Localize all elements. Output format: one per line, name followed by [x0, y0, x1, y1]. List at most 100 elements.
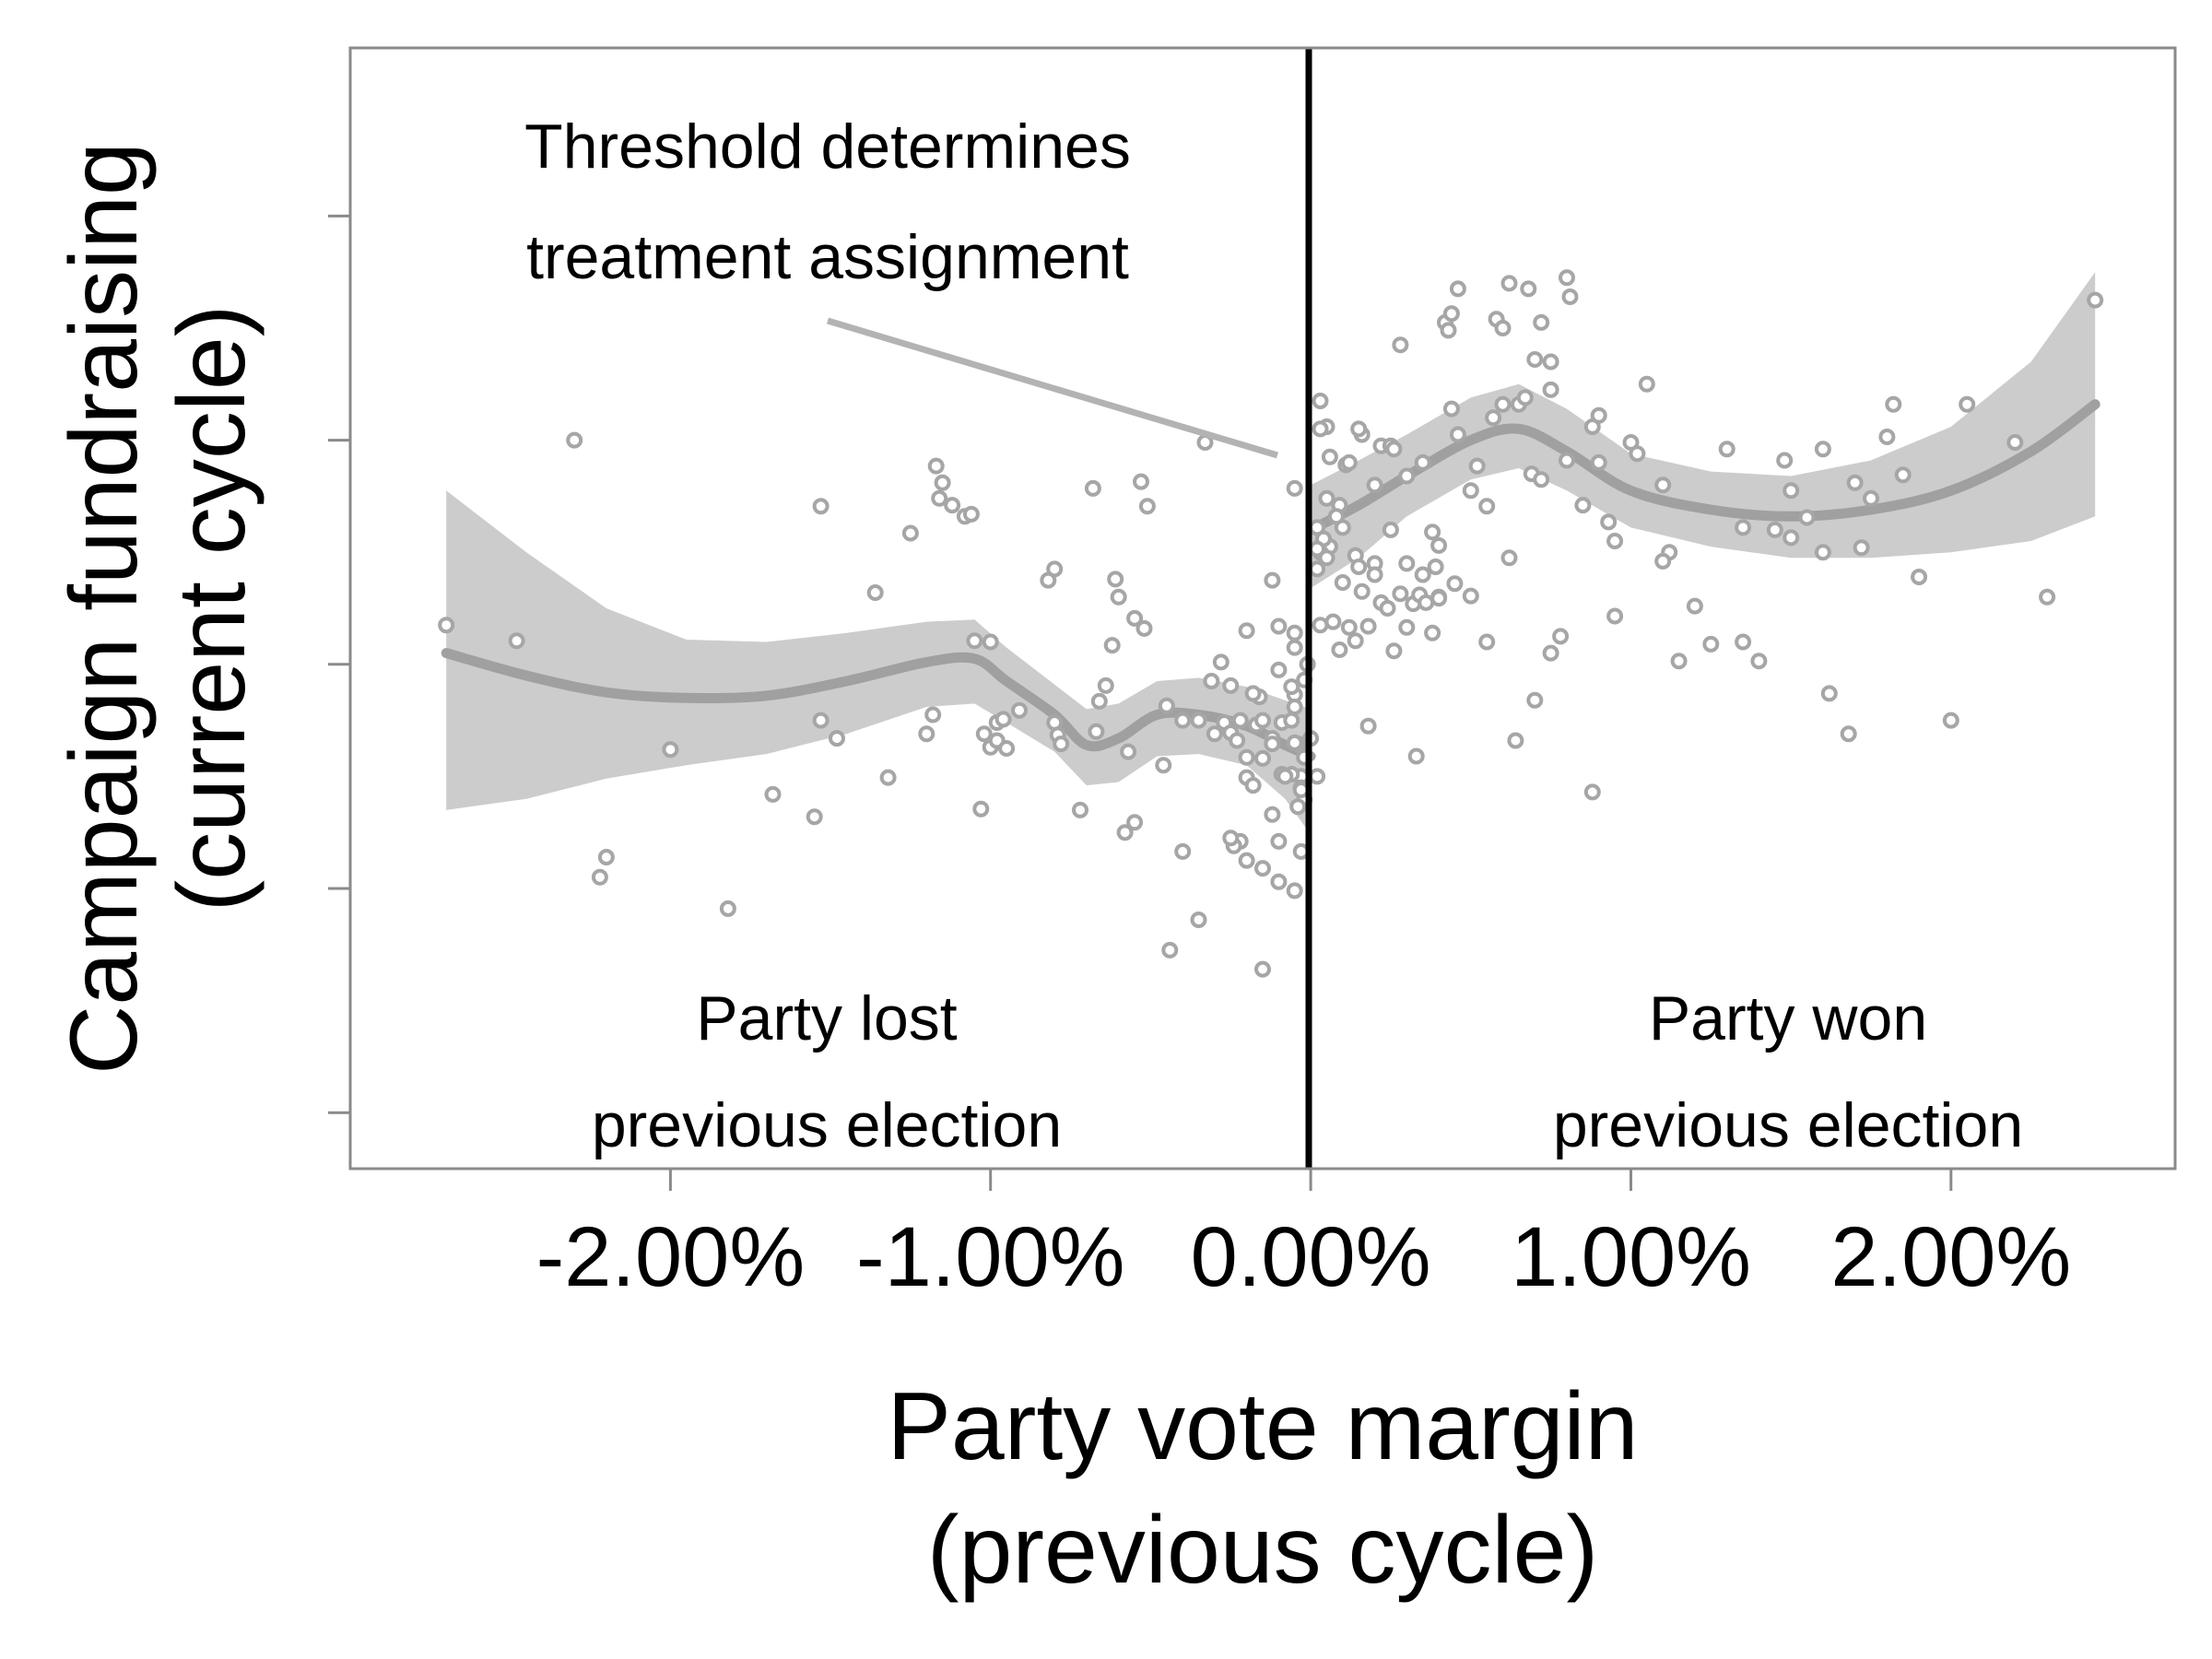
data-point [1606, 607, 1624, 625]
data-point [1254, 960, 1271, 978]
data-point [931, 489, 948, 507]
data-point [966, 632, 983, 650]
y-axis-title-line-2: (current cycle) [159, 305, 265, 912]
data-point [982, 633, 999, 651]
data-point [1430, 536, 1448, 554]
data-point [1286, 699, 1303, 715]
data-point [1424, 624, 1441, 641]
data-point [1046, 560, 1064, 578]
data-point [1670, 653, 1688, 670]
data-point [1203, 673, 1220, 689]
data-point [1138, 498, 1156, 515]
x-tick-label: -1.00% [856, 1210, 1125, 1304]
data-point [1526, 351, 1544, 368]
data-point [1366, 566, 1383, 583]
data-point [1878, 429, 1896, 445]
data-point [812, 498, 830, 515]
data-point [1011, 701, 1028, 719]
data-point [1088, 723, 1105, 740]
data-point [1206, 725, 1223, 743]
x-axis-title-line-2: (previous cycle) [927, 1497, 1598, 1604]
data-point [1133, 473, 1149, 490]
data-point [1606, 533, 1624, 549]
data-point [1561, 288, 1579, 305]
data-point [1359, 717, 1377, 735]
left-region-label-line-1: Party lost [696, 983, 958, 1053]
confidence-band-left [446, 490, 1312, 835]
data-point [1735, 633, 1752, 651]
data-point [1238, 622, 1255, 640]
data-point [1312, 420, 1329, 438]
data-point [924, 706, 942, 724]
data-point [1212, 653, 1230, 671]
data-point [1161, 941, 1179, 959]
data-point [1350, 420, 1368, 438]
data-point [1359, 618, 1377, 635]
data-point [1494, 395, 1512, 413]
data-point [1863, 489, 1879, 507]
data-point [1500, 549, 1518, 567]
data-point [1783, 529, 1800, 547]
data-point [1442, 400, 1460, 418]
data-point [1440, 322, 1457, 339]
data-point [1911, 569, 1928, 585]
data-point [1222, 677, 1240, 694]
data-point [1312, 393, 1329, 409]
data-point [1392, 336, 1409, 354]
x-tick-label: -2.00% [536, 1210, 806, 1304]
data-point [927, 457, 945, 475]
data-point [1885, 395, 1902, 413]
data-point [1286, 734, 1303, 751]
data-point [975, 725, 993, 743]
data-point [1478, 633, 1496, 651]
data-point [1126, 609, 1144, 627]
left-region-label-line-2: previous election [592, 1090, 1062, 1160]
data-point [1959, 395, 1976, 413]
confidence-band-right [1311, 272, 2096, 589]
data-points-layer [438, 269, 2104, 978]
data-point [1468, 457, 1486, 475]
data-point [597, 849, 615, 865]
data-point [1116, 824, 1134, 841]
data-point [1462, 482, 1479, 500]
data-point [1231, 712, 1249, 729]
data-point [1516, 389, 1534, 406]
data-point [1321, 448, 1338, 465]
data-point [1414, 453, 1431, 471]
data-point [1750, 653, 1768, 670]
data-point [1174, 842, 1192, 860]
data-point [1238, 748, 1255, 766]
data-point [1347, 632, 1364, 650]
data-point [2087, 291, 2104, 309]
data-point [829, 730, 845, 747]
data-point [1494, 320, 1512, 336]
threshold-annotation-line-1: Threshold determines [524, 112, 1131, 182]
data-point [1559, 269, 1575, 287]
data-point [1353, 582, 1371, 600]
data-point [1286, 882, 1303, 900]
data-point [1254, 712, 1271, 729]
data-point [1379, 600, 1396, 617]
data-point [1174, 712, 1192, 729]
data-point [1107, 571, 1124, 588]
data-point [1783, 482, 1800, 500]
data-point [1244, 685, 1262, 702]
data-point [1286, 479, 1303, 497]
data-point [1533, 313, 1550, 331]
data-point [962, 505, 980, 523]
data-point [1238, 852, 1255, 869]
data-point [1686, 597, 1703, 615]
data-point [1120, 743, 1137, 760]
data-point [1340, 618, 1358, 636]
data-point [1559, 452, 1575, 469]
data-point [1500, 275, 1518, 292]
data-point [1222, 830, 1240, 847]
right-region-label-line-1: Party won [1649, 983, 1927, 1053]
data-point [866, 584, 884, 601]
data-point [1334, 574, 1351, 591]
data-point [1590, 406, 1607, 424]
data-point [1309, 768, 1326, 785]
threshold-annotation-line-2: treatment assignment [526, 222, 1129, 292]
data-point [1289, 798, 1307, 816]
